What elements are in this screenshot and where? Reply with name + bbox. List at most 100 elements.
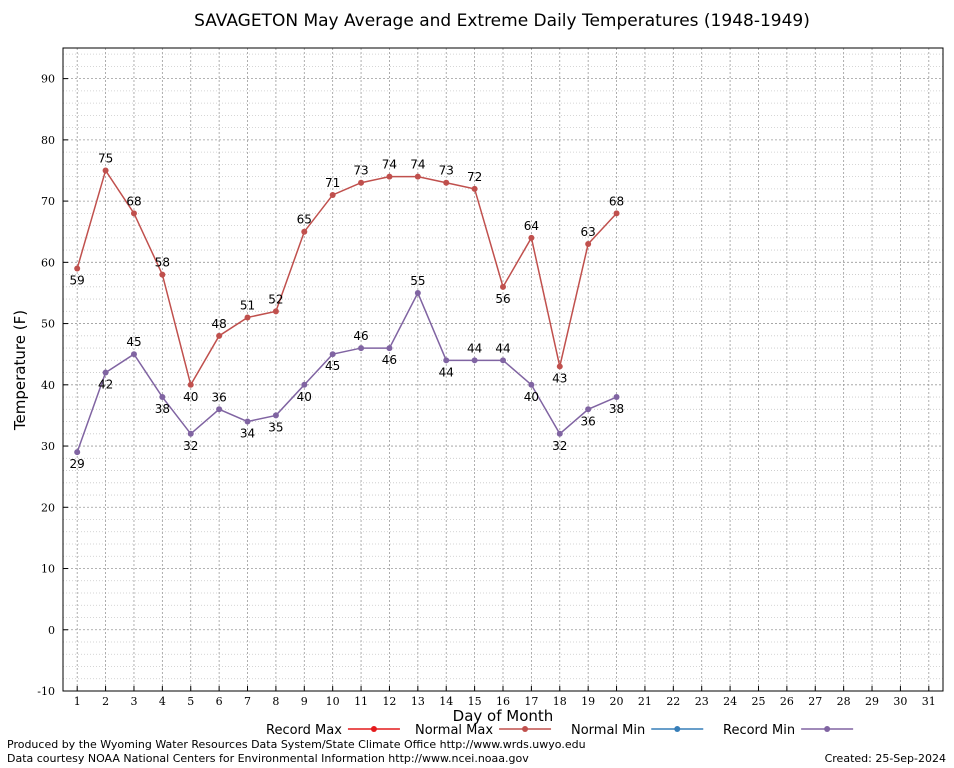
y-tick-label: 80: [41, 134, 55, 147]
record-min-point: [187, 430, 194, 437]
legend-label-record-min: Record Min: [723, 723, 795, 738]
x-tick-label: 8: [272, 695, 279, 708]
normal-max-point: [528, 234, 535, 241]
record-min-point: [329, 351, 336, 358]
normal-max-point: [301, 228, 308, 235]
normal-max-point: [386, 173, 393, 180]
normal-max-point: [443, 179, 450, 186]
record-min-point: [386, 345, 393, 352]
x-tick-label: 14: [439, 695, 453, 708]
chart-title: SAVAGETON May Average and Extreme Daily …: [194, 11, 810, 31]
record-min-point: [471, 357, 478, 364]
record-min-data-label: 55: [410, 274, 425, 288]
series-group: 59 75 68 58 40 48 51 52 65 71 73 74 74 73 72 56 64 43 63 68…: [70, 151, 625, 471]
footer-created-date: Created: 25-Sep-2024: [824, 752, 946, 765]
record-min-point: [613, 394, 620, 401]
normal-max-data-label: 75: [98, 151, 113, 165]
normal-max-point: [414, 173, 421, 180]
x-tick-label: 19: [581, 695, 595, 708]
x-tick-label: 22: [666, 695, 680, 708]
normal-max-data-label: 65: [297, 213, 312, 227]
y-tick-label: 70: [41, 195, 55, 208]
normal-max-point: [585, 240, 592, 247]
record-min-point: [272, 412, 279, 419]
normal-max-data-label: 71: [325, 176, 340, 190]
record-min-point: [74, 449, 81, 456]
record-min-point: [500, 357, 506, 364]
y-tick-label: 40: [41, 379, 55, 392]
normal-max-data-label: 74: [410, 158, 425, 172]
record-min-point: [244, 418, 251, 425]
x-tick-label: 21: [638, 695, 652, 708]
record-min-data-label: 42: [98, 378, 113, 392]
y-tick-label: 90: [41, 73, 55, 86]
normal-max-point: [74, 265, 81, 272]
record-min-point: [102, 369, 109, 376]
normal-max-point: [358, 179, 365, 186]
record-min-data-label: 44: [495, 341, 510, 355]
normal-max-data-label: 72: [467, 170, 482, 184]
record-min-point: [556, 430, 563, 437]
x-tick-label: 16: [496, 695, 510, 708]
x-tick-label: 18: [553, 695, 567, 708]
record-min-point: [443, 357, 450, 364]
normal-max-data-label: 68: [126, 194, 141, 208]
record-min-data-label: 46: [353, 329, 368, 343]
record-min-data-label: 38: [609, 402, 624, 416]
y-tick-label: 20: [41, 501, 55, 514]
record-min-point: [414, 289, 421, 296]
x-tick-label: 12: [382, 695, 396, 708]
y-axis-label: Temperature (F): [11, 310, 29, 431]
x-tick-label: 5: [187, 695, 194, 708]
x-axis-label: Day of Month: [453, 707, 554, 725]
x-tick-label: 28: [837, 695, 851, 708]
record-min-data-label: 45: [126, 335, 141, 349]
record-min-data-label: 36: [581, 414, 596, 428]
x-tick-label: 2: [102, 695, 109, 708]
x-tick-label: 1: [74, 695, 81, 708]
normal-max-point: [329, 191, 336, 198]
legend-marker-record-max: [370, 726, 377, 732]
record-min-data-label: 32: [552, 439, 567, 453]
normal-max-point: [471, 185, 478, 192]
normal-max-point: [272, 308, 279, 315]
grid: [63, 48, 943, 692]
footer-data-courtesy: Data courtesy NOAA National Centers for …: [7, 752, 529, 765]
normal-max-data-label: 52: [268, 292, 283, 306]
normal-max-data-label: 51: [240, 298, 255, 312]
y-tick-label: 50: [41, 318, 55, 331]
legend-marker-normal-min: [674, 726, 681, 732]
record-min-point: [301, 381, 308, 388]
record-min-point: [159, 394, 166, 401]
normal-max-point: [187, 381, 194, 388]
x-tick-label: 7: [244, 695, 251, 708]
y-tick-label: 30: [41, 440, 55, 453]
x-tick-label: 26: [780, 695, 794, 708]
record-min-point: [585, 406, 592, 413]
normal-max-point: [244, 314, 251, 321]
x-tick-label: 10: [326, 695, 340, 708]
x-tick-label: 6: [216, 695, 223, 708]
x-tick-label: 15: [468, 695, 482, 708]
normal-max-data-label: 63: [581, 225, 596, 239]
record-min-point: [216, 406, 223, 413]
normal-max-data-label: 74: [382, 158, 397, 172]
record-min-data-label: 32: [183, 439, 198, 453]
footer-produced-by: Produced by the Wyoming Water Resources …: [7, 738, 586, 751]
record-min-point: [358, 345, 365, 352]
y-tick-label: 0: [48, 624, 55, 637]
record-min-data-label: 34: [240, 427, 255, 441]
normal-max-data-label: 58: [155, 256, 170, 270]
x-tick-label: 20: [610, 695, 624, 708]
x-tick-label: 31: [922, 695, 936, 708]
record-min-data-label: 45: [325, 359, 340, 373]
y-tick-label: 60: [41, 256, 55, 269]
x-tick-label: 3: [130, 695, 137, 708]
record-min-point: [528, 381, 535, 388]
legend-label-normal-min: Normal Min: [571, 723, 645, 738]
normal-max-data-label: 64: [524, 219, 539, 233]
normal-max-point: [102, 167, 109, 174]
x-tick-label: 9: [301, 695, 308, 708]
